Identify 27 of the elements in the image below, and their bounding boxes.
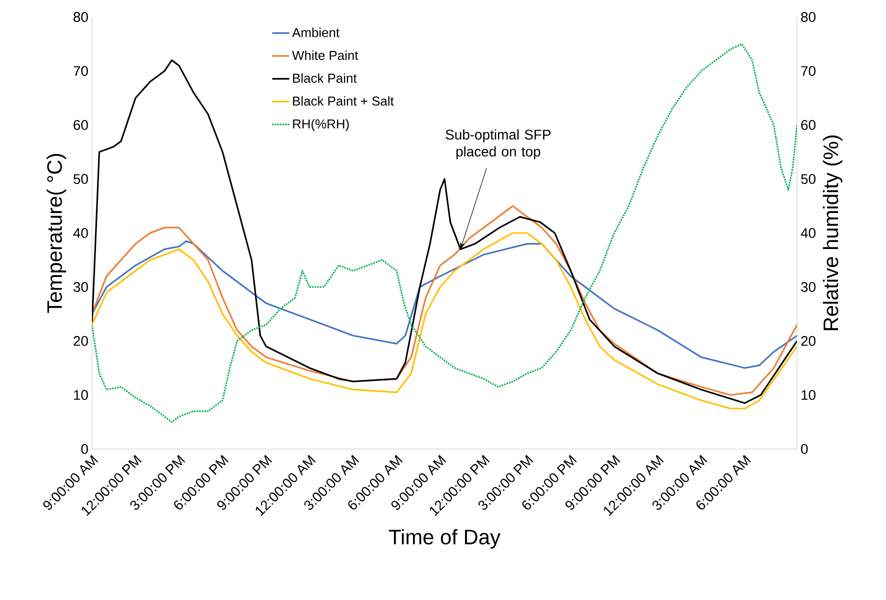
y-tick-label: 30 (73, 282, 88, 292)
y2-tick-label: 0 (801, 444, 808, 454)
legend-label: White Paint (292, 50, 358, 60)
y2-axis-title: Relative humidity (%) (822, 136, 842, 330)
y-tick-label: 40 (73, 228, 88, 238)
y2-tick-label: 20 (801, 336, 816, 346)
y2-tick-label: 10 (802, 390, 816, 400)
y-tick-label: 80 (74, 12, 88, 22)
y2-tick-label: 40 (800, 228, 816, 238)
y-tick-label: 0 (81, 444, 88, 454)
y-tick-label: 20 (74, 336, 88, 346)
y2-tick-label: 30 (801, 282, 816, 292)
y-axis-title: Temperature( °C) (46, 154, 66, 313)
y2-tick-label: 70 (801, 66, 816, 76)
legend-label: Black Paint + Salt (293, 96, 394, 106)
legend-label: RH(%RH) (293, 118, 349, 132)
y2-tick-label: 80 (801, 12, 816, 22)
y2-tick-label: 60 (801, 120, 816, 130)
y-tick-label: 70 (74, 66, 88, 76)
x-axis-title: Time of Day (388, 529, 500, 549)
y-tick-label: 50 (74, 174, 88, 184)
y-tick-label: 10 (74, 390, 88, 400)
y-tick-label: 60 (74, 120, 88, 130)
legend-label: Ambient (292, 28, 340, 38)
y2-tick-label: 50 (801, 174, 816, 184)
legend-label: Black Paint (293, 73, 357, 83)
annotation: Sub-optimal SFP placed on top (446, 129, 551, 160)
